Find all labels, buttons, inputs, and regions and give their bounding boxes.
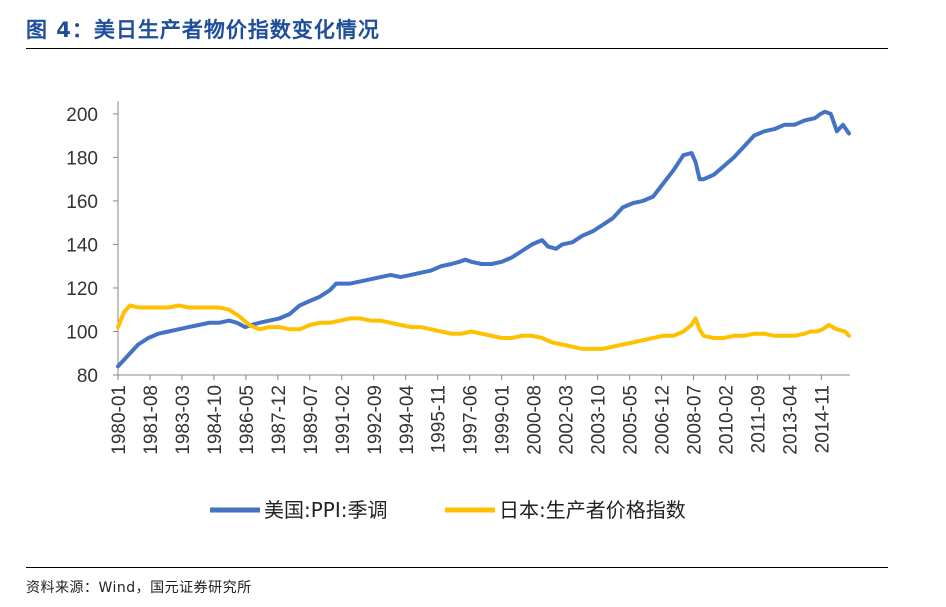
x-tick-label: 2013-04 bbox=[780, 385, 801, 455]
y-tick-label: 160 bbox=[66, 192, 98, 213]
x-tick-label: 2011-09 bbox=[748, 385, 769, 453]
x-tick-label: 1986-05 bbox=[237, 385, 258, 455]
x-tick-label: 2008-07 bbox=[685, 385, 706, 455]
x-tick-label: 1980-01 bbox=[109, 385, 130, 455]
legend-label-0: 美国:PPI:季调 bbox=[264, 498, 388, 522]
x-axis-ticks: 1980-01 1981-08 1983-03 1984-10 1986-05 1987-… bbox=[109, 375, 833, 455]
y-tick-label: 140 bbox=[66, 235, 98, 256]
x-tick-label: 2002-03 bbox=[557, 385, 578, 455]
figure-title: 图 4：美日生产者物价指数变化情况 bbox=[26, 18, 380, 42]
x-tick-label: 1991-02 bbox=[333, 385, 354, 455]
x-tick-label: 1997-06 bbox=[461, 385, 482, 455]
x-tick-label: 2000-08 bbox=[525, 385, 546, 455]
x-tick-label: 2005-05 bbox=[621, 385, 642, 455]
y-tick-label: 80 bbox=[77, 366, 98, 387]
x-tick-label: 1983-03 bbox=[173, 385, 194, 455]
series-line-0 bbox=[116, 109, 851, 369]
x-tick-label: 2010-02 bbox=[716, 385, 737, 455]
y-axis-ticks: 80 100 120 140 160 180 200 bbox=[66, 105, 118, 387]
footer-divider bbox=[26, 567, 888, 568]
x-tick-label: 1999-01 bbox=[493, 385, 514, 455]
legend-label-1: 日本:生产者价格指数 bbox=[499, 498, 686, 522]
y-tick-label: 120 bbox=[66, 279, 98, 300]
x-tick-label: 1992-09 bbox=[365, 385, 386, 455]
x-tick-label: 2006-12 bbox=[653, 385, 674, 455]
series-line-1 bbox=[116, 303, 851, 351]
x-tick-label: 1989-07 bbox=[301, 385, 322, 455]
series-lines bbox=[116, 109, 851, 369]
chart-axes bbox=[117, 101, 850, 376]
x-tick-label: 1995-11 bbox=[429, 385, 450, 453]
title-divider bbox=[26, 48, 888, 49]
chart-legend: 美国:PPI:季调 日本:生产者价格指数 bbox=[210, 498, 686, 522]
x-tick-label: 2014-11 bbox=[812, 385, 833, 453]
x-tick-label: 1987-12 bbox=[269, 385, 290, 455]
x-tick-label: 1981-08 bbox=[141, 385, 162, 455]
source-note: 资料来源：Wind，国元证券研究所 bbox=[26, 580, 252, 596]
x-tick-label: 1994-04 bbox=[397, 385, 418, 455]
x-tick-label: 2003-10 bbox=[589, 385, 610, 455]
y-tick-label: 100 bbox=[66, 322, 98, 343]
x-tick-label: 1984-10 bbox=[205, 385, 226, 455]
line-chart: 80 100 120 140 160 180 200 1980-01 1981-08 1983-… bbox=[66, 101, 851, 522]
y-tick-label: 200 bbox=[66, 105, 98, 126]
y-tick-label: 180 bbox=[66, 148, 98, 169]
